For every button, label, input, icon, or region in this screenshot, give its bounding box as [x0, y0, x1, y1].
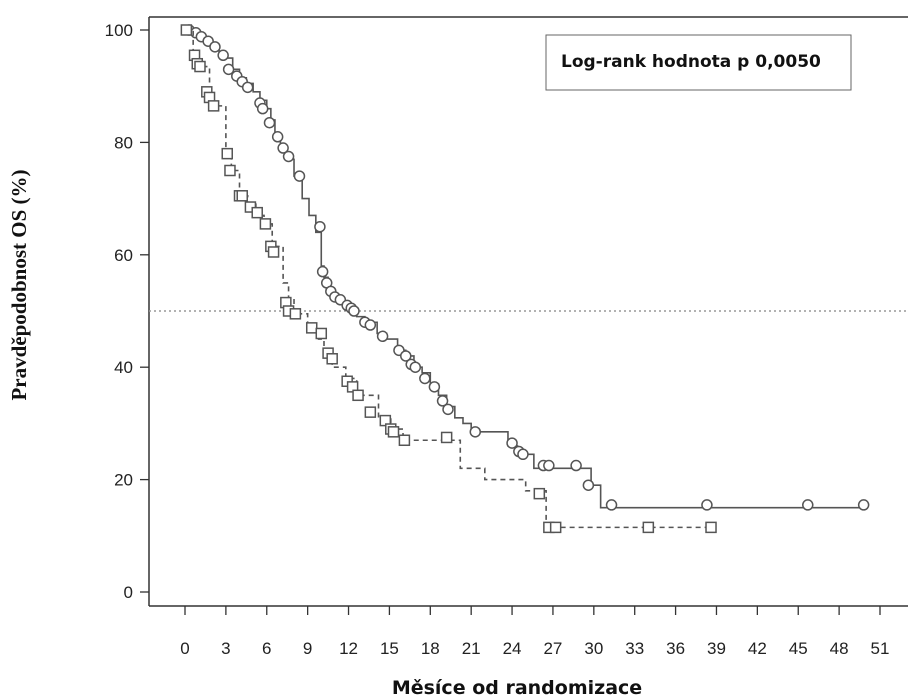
x-tick-label: 24: [503, 639, 522, 658]
annotation-box: [545, 34, 852, 91]
censor-marker-circle: [263, 116, 276, 129]
censor-marker-square: [267, 246, 280, 258]
x-tick-label: 6: [262, 639, 271, 658]
censor-marker-circle: [241, 81, 254, 94]
censor-marker-circle: [271, 131, 284, 143]
censor-marker-square: [364, 406, 377, 418]
censor-marker-square: [224, 164, 236, 177]
x-tick-label: 36: [666, 639, 685, 658]
x-tick-label: 0: [180, 639, 189, 658]
pvalue-annotation: Log-rank hodnota p 0,0050: [545, 34, 852, 91]
censor-marker-circle: [256, 102, 269, 115]
x-tick-label: 30: [584, 639, 603, 658]
censor-marker-circle: [436, 395, 449, 407]
censor-marker-circle: [506, 437, 518, 449]
censor-marker-square: [642, 521, 655, 534]
censor-marker-square: [289, 308, 302, 320]
series-2: [180, 24, 717, 534]
series-1-curve: [185, 29, 867, 509]
censor-marker-circle: [469, 426, 482, 438]
x-tick-label: 12: [339, 639, 358, 658]
y-tick-label: 60: [114, 246, 133, 265]
censor-marker-circle: [277, 142, 289, 154]
x-tick-label: 18: [421, 639, 440, 658]
y-tick-label: 80: [114, 133, 133, 152]
censor-marker-square: [194, 60, 206, 73]
x-tick-label: 42: [748, 639, 767, 658]
x-tick-label: 3: [221, 639, 230, 658]
series-1: [183, 24, 870, 511]
x-axis-title: Měsíce od randomizace: [392, 677, 642, 699]
x-tick-label: 48: [830, 639, 849, 658]
censor-marker-square: [549, 521, 562, 534]
censor-marker-circle: [400, 350, 412, 362]
censor-marker-square: [387, 426, 400, 438]
x-tick-label: 21: [462, 639, 481, 658]
censor-marker-circle: [316, 265, 329, 278]
censor-marker-circle: [802, 499, 814, 511]
y-tick-label: 40: [114, 358, 133, 377]
censor-marker-circle: [570, 459, 582, 472]
y-tick-label: 20: [114, 471, 133, 490]
x-axis-ticks: 0 3 6 9 12 15 18 21 24 27 30 33 36 39 42 45 48 51: [180, 606, 889, 658]
censor-marker-circle: [376, 330, 389, 343]
censor-marker-circle: [222, 63, 235, 76]
censor-marker-square: [305, 322, 318, 334]
x-tick-label: 39: [707, 639, 726, 658]
censor-marker-circle: [582, 479, 595, 491]
y-axis-ticks: 0 20 40 60 80 100: [105, 21, 149, 602]
censor-marker-square: [180, 24, 193, 36]
censor-marker-square: [221, 147, 233, 160]
censor-marker-circle: [517, 448, 529, 461]
censor-marker-square: [705, 521, 717, 534]
censor-marker-circle: [442, 403, 454, 416]
censor-marker-circle: [282, 150, 295, 163]
annotation-text: Log-rank hodnota p 0,0050: [561, 52, 821, 72]
censor-marker-circle: [857, 499, 870, 511]
censor-marker-circle: [605, 499, 618, 511]
censor-marker-circle: [217, 49, 229, 62]
censor-marker-circle: [209, 41, 221, 53]
censor-marker-circle: [701, 499, 713, 511]
censor-marker-square: [326, 353, 338, 365]
censor-marker-square: [207, 100, 220, 112]
x-tick-label: 15: [380, 639, 399, 658]
censor-marker-circle: [314, 220, 326, 233]
censor-marker-circle: [364, 319, 377, 331]
x-tick-label: 51: [871, 639, 890, 658]
series-2-curve: [185, 29, 707, 529]
y-tick-label: 0: [124, 583, 133, 602]
censor-marker-circle: [409, 361, 422, 373]
censor-marker-square: [259, 218, 272, 230]
series-layer: [180, 24, 870, 534]
censor-marker-square: [440, 431, 453, 444]
censor-marker-circle: [293, 170, 306, 182]
censor-marker-square: [398, 434, 411, 447]
censor-marker-square: [315, 327, 328, 340]
y-tick-label: 100: [105, 21, 133, 40]
censor-marker-square: [236, 190, 248, 202]
x-tick-label: 9: [303, 639, 312, 658]
x-tick-label: 27: [543, 639, 562, 658]
censor-marker-square: [251, 206, 263, 219]
censor-marker-circle: [428, 381, 441, 393]
x-tick-label: 45: [789, 639, 808, 658]
censor-marker-circle: [543, 459, 555, 472]
censor-marker-square: [533, 487, 546, 500]
y-axis-title: Pravděpodobnost OS (%): [7, 169, 31, 400]
censor-marker-square: [352, 389, 364, 402]
censor-marker-circle: [348, 305, 360, 317]
censor-marker-circle: [419, 372, 431, 385]
x-tick-label: 33: [625, 639, 644, 658]
